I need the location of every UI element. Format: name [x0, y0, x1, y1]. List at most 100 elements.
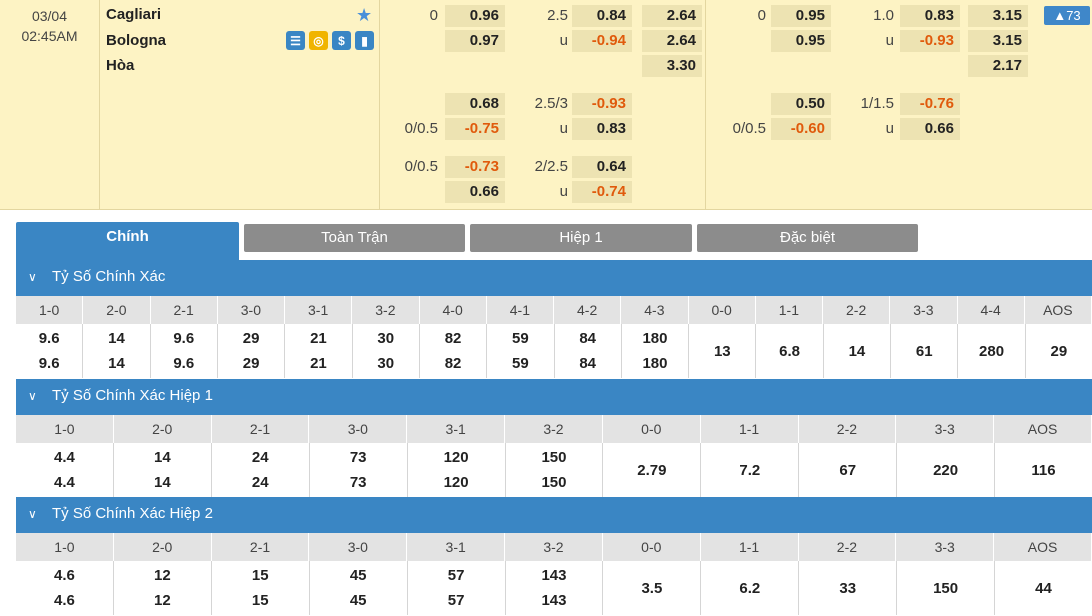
alt1-hdp-home[interactable]: 0.68: [445, 93, 505, 115]
score-odds-cell[interactable]: 150 150: [506, 443, 604, 497]
score-odds-cell[interactable]: 45 45: [310, 561, 408, 615]
alt2-ou-under[interactable]: -0.74: [572, 181, 632, 203]
odds-value-bottom[interactable]: 180: [642, 355, 668, 372]
odds-value-bottom[interactable]: 24: [251, 474, 269, 491]
tab-special[interactable]: Đặc biệt: [697, 224, 918, 252]
score-odds-cell[interactable]: 84 84: [555, 324, 622, 378]
alt2-ou-over[interactable]: 0.64: [572, 156, 632, 178]
odds-value-top[interactable]: 180: [642, 330, 668, 347]
score-odds-cell[interactable]: 14: [824, 324, 892, 378]
score-odds-cell[interactable]: 67: [799, 443, 898, 497]
score-odds-cell[interactable]: 82 82: [420, 324, 488, 378]
home-team[interactable]: Cagliari: [106, 6, 162, 23]
odds-value-top[interactable]: 116: [1031, 461, 1056, 479]
h1-ou-under[interactable]: -0.93: [900, 30, 960, 52]
score-odds-cell[interactable]: 29 29: [218, 324, 286, 378]
score-odds-cell[interactable]: 280: [958, 324, 1026, 378]
alt1-hdp-away[interactable]: -0.75: [445, 118, 505, 140]
score-odds-cell[interactable]: 180 180: [622, 324, 690, 378]
score-odds-cell[interactable]: 14 14: [83, 324, 151, 378]
lineup-icon[interactable]: ☰: [286, 31, 305, 50]
odds-value-top[interactable]: 84: [579, 330, 596, 347]
odds-value-bottom[interactable]: 59: [512, 355, 529, 372]
score-odds-cell[interactable]: 120 120: [408, 443, 506, 497]
ft-ou-over[interactable]: 0.84: [572, 5, 632, 27]
score-odds-cell[interactable]: 6.8: [756, 324, 824, 378]
score-odds-cell[interactable]: 30 30: [353, 324, 420, 378]
odds-value-bottom[interactable]: 73: [349, 474, 367, 491]
odds-value-bottom[interactable]: 45: [349, 592, 367, 609]
h1-hdp-home[interactable]: 0.95: [771, 5, 831, 27]
score-odds-cell[interactable]: 9.6 9.6: [151, 324, 218, 378]
odds-value-top[interactable]: 45: [349, 567, 367, 584]
odds-value-top[interactable]: 67: [839, 461, 857, 479]
odds-value-bottom[interactable]: 9.6: [38, 355, 60, 372]
odds-value-top[interactable]: 120: [443, 449, 469, 466]
odds-value-top[interactable]: 29: [242, 330, 260, 347]
odds-value-top[interactable]: 143: [541, 567, 567, 584]
odds-value-bottom[interactable]: 14: [108, 355, 125, 372]
odds-value-top[interactable]: 4.6: [54, 567, 75, 584]
score-odds-cell[interactable]: 116: [995, 443, 1092, 497]
odds-value-top[interactable]: 57: [447, 567, 465, 584]
odds-value-bottom[interactable]: 4.6: [54, 592, 75, 609]
odds-value-top[interactable]: 82: [444, 330, 462, 347]
score-odds-cell[interactable]: 14 14: [114, 443, 212, 497]
favorite-star-icon[interactable]: ★: [356, 5, 373, 25]
odds-value-bottom[interactable]: 150: [541, 474, 567, 491]
score-odds-cell[interactable]: 33: [799, 561, 898, 615]
odds-value-bottom[interactable]: 12: [154, 592, 171, 609]
odds-value-bottom[interactable]: 4.4: [54, 474, 75, 491]
odds-value-top[interactable]: 14: [848, 342, 866, 360]
coin-icon[interactable]: ◎: [309, 31, 328, 50]
h1-alt-ou-under[interactable]: 0.66: [900, 118, 960, 140]
score-odds-cell[interactable]: 44: [995, 561, 1092, 615]
score-odds-cell[interactable]: 29: [1026, 324, 1092, 378]
score-odds-cell[interactable]: 9.6 9.6: [16, 324, 84, 378]
odds-value-top[interactable]: 150: [541, 449, 567, 466]
score-odds-cell[interactable]: 13: [689, 324, 757, 378]
score-odds-cell[interactable]: 59 59: [487, 324, 555, 378]
odds-value-top[interactable]: 3.5: [641, 579, 663, 597]
ft-ou-under[interactable]: -0.94: [572, 30, 632, 52]
odds-value-top[interactable]: 9.6: [173, 330, 195, 347]
odds-value-bottom[interactable]: 9.6: [173, 355, 195, 372]
h1-1x2-away[interactable]: 3.15: [968, 30, 1028, 52]
dollar-icon[interactable]: $: [332, 31, 351, 50]
odds-value-top[interactable]: 9.6: [38, 330, 60, 347]
h1-alt-hdp-home[interactable]: 0.50: [771, 93, 831, 115]
more-markets-badge[interactable]: ▲73: [1044, 6, 1090, 25]
odds-value-top[interactable]: 220: [933, 461, 959, 479]
ft-hdp-away[interactable]: 0.97: [445, 30, 505, 52]
odds-value-top[interactable]: 59: [512, 330, 529, 347]
alt2-hdp-home[interactable]: -0.73: [445, 156, 505, 178]
score-odds-cell[interactable]: 15 15: [212, 561, 310, 615]
score-odds-cell[interactable]: 24 24: [212, 443, 310, 497]
score-odds-cell[interactable]: 7.2: [701, 443, 800, 497]
odds-value-bottom[interactable]: 120: [443, 474, 469, 491]
odds-value-top[interactable]: 6.8: [779, 342, 801, 360]
score-odds-cell[interactable]: 4.4 4.4: [16, 443, 114, 497]
h1-alt-hdp-away[interactable]: -0.60: [771, 118, 831, 140]
score-odds-cell[interactable]: 220: [897, 443, 996, 497]
score-odds-cell[interactable]: 12 12: [114, 561, 212, 615]
tab-first-half[interactable]: Hiệp 1: [470, 224, 692, 252]
score-odds-cell[interactable]: 61: [891, 324, 959, 378]
score-odds-cell[interactable]: 57 57: [408, 561, 506, 615]
odds-value-bottom[interactable]: 29: [242, 355, 260, 372]
score-odds-cell[interactable]: 6.2: [701, 561, 800, 615]
h1-ou-over[interactable]: 0.83: [900, 5, 960, 27]
odds-value-top[interactable]: 4.4: [54, 449, 75, 466]
odds-value-bottom[interactable]: 14: [154, 474, 171, 491]
ft-1x2-home[interactable]: 2.64: [642, 5, 702, 27]
odds-value-top[interactable]: 61: [915, 342, 933, 360]
section-header[interactable]: ∨ Tỷ Số Chính Xác Hiệp 2: [16, 497, 1092, 533]
odds-value-top[interactable]: 33: [839, 579, 857, 597]
odds-value-top[interactable]: 44: [1035, 579, 1052, 597]
score-odds-cell[interactable]: 4.6 4.6: [16, 561, 114, 615]
odds-value-bottom[interactable]: 30: [377, 355, 395, 372]
score-odds-cell[interactable]: 21 21: [285, 324, 353, 378]
odds-value-top[interactable]: 280: [979, 342, 1005, 360]
ft-hdp-home[interactable]: 0.96: [445, 5, 505, 27]
section-header[interactable]: ∨ Tỷ Số Chính Xác: [16, 260, 1092, 296]
